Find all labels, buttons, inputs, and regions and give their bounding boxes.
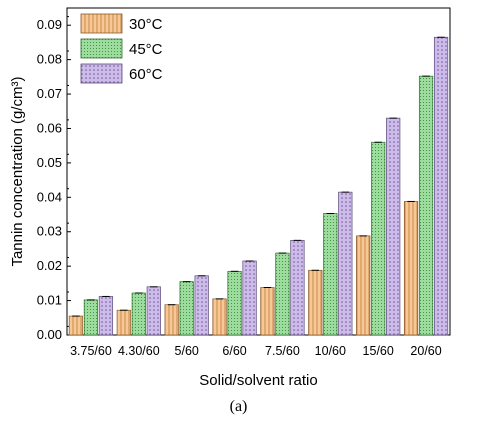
y-tick-label: 0.00 — [37, 327, 62, 342]
x-tick-label: 3.75/60 — [70, 344, 112, 358]
bar-60°C-20/60 — [433, 36, 449, 336]
bar-45°C-20/60 — [418, 75, 434, 336]
y-tick-label: 0.08 — [37, 52, 62, 67]
legend-label-60°C: 60°C — [129, 66, 163, 83]
x-tick-label: 20/60 — [410, 344, 441, 358]
x-tick-label: 5/60 — [175, 344, 199, 358]
legend: 30°C 45°C 60°C — [80, 13, 163, 84]
y-tick-label: 0.06 — [37, 120, 62, 135]
bar-45°C-15/60 — [371, 141, 386, 336]
x-tick-label: 15/60 — [363, 344, 394, 358]
bars-layer — [68, 36, 449, 336]
bar-30°C-15/60 — [356, 235, 371, 336]
axes-layer: 0.00 0.01 0.02 0.03 0.04 0.05 0.06 0.07 0.08 0.09… — [9, 7, 451, 389]
y-tick-label: 0.02 — [37, 258, 62, 273]
x-tick-label: 7.5/60 — [265, 344, 300, 358]
x-axis-label: Solid/solvent ratio — [199, 372, 317, 389]
bar-30°C-4.30/60 — [116, 309, 131, 336]
bar-60°C-6/60 — [242, 260, 257, 336]
legend-swatch-30°C — [80, 13, 123, 34]
bar-60°C-4.30/60 — [146, 286, 161, 336]
bar-30°C-5/60 — [164, 304, 179, 336]
y-tick-label: 0.05 — [37, 155, 62, 170]
legend-label-30°C: 30°C — [129, 16, 163, 33]
x-tick-label: 4.30/60 — [118, 344, 160, 358]
x-tick-label: 6/60 — [222, 344, 246, 358]
bar-45°C-5/60 — [179, 281, 194, 336]
bar-60°C-7.5/60 — [290, 239, 305, 336]
y-tick-label: 0.09 — [37, 17, 62, 32]
bar-45°C-7.5/60 — [275, 252, 290, 336]
y-tick-label: 0.04 — [37, 189, 62, 204]
bar-45°C-6/60 — [227, 270, 242, 336]
bar-60°C-5/60 — [194, 275, 209, 336]
bar-60°C-10/60 — [338, 191, 353, 336]
bar-60°C-15/60 — [386, 117, 401, 336]
bar-45°C-4.30/60 — [131, 292, 146, 336]
bar-30°C-20/60 — [403, 201, 419, 336]
bar-45°C-3.75/60 — [83, 299, 99, 336]
bar-30°C-10/60 — [308, 269, 323, 336]
legend-swatch-60°C — [80, 63, 123, 84]
bar-30°C-6/60 — [212, 298, 227, 336]
y-axis-label: Tannin concentration (g/cm³) — [9, 76, 26, 266]
y-tick-label: 0.03 — [37, 224, 62, 239]
bar-45°C-10/60 — [323, 213, 338, 336]
plot-frame — [66, 7, 451, 336]
legend-label-45°C: 45°C — [129, 41, 163, 58]
bar-30°C-3.75/60 — [68, 315, 84, 336]
legend-swatch-45°C — [80, 38, 123, 59]
x-tick-label: 10/60 — [315, 344, 346, 358]
bar-30°C-7.5/60 — [260, 287, 275, 336]
figure-caption: (a) — [229, 398, 248, 415]
bar-60°C-3.75/60 — [98, 296, 114, 336]
y-tick-label: 0.07 — [37, 86, 62, 101]
y-tick-label: 0.01 — [37, 293, 62, 308]
